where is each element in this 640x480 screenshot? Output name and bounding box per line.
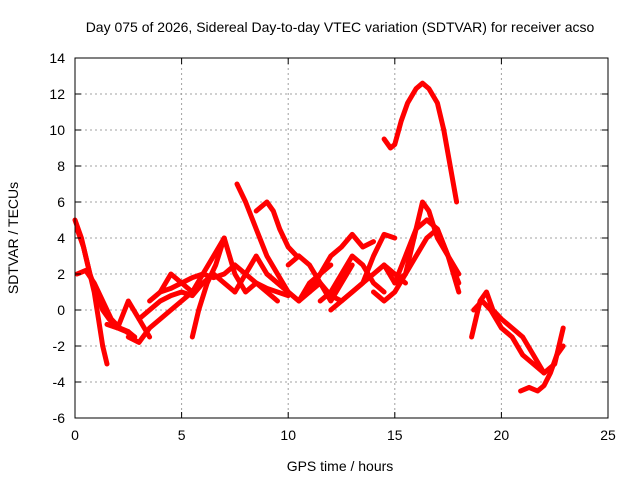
series-arc-9 [189,235,280,340]
series-arc-8 [157,262,291,299]
y-tick-label: -4 [53,374,66,390]
series-arc-2 [74,226,138,340]
y-tick-label: 12 [49,86,65,102]
y-tick-label: 8 [57,158,65,174]
x-tick-label: 20 [494,427,510,443]
y-tick-label: 0 [57,302,65,318]
series-arc-12 [253,199,300,259]
series-arc-25 [518,343,566,394]
x-tick-label: 0 [71,427,79,443]
series-arc-18 [349,231,398,295]
grid [75,58,608,418]
series-arc-15 [307,231,376,295]
series-arc-23 [469,289,566,376]
series-arc-16 [317,253,387,304]
series-arc-22 [381,80,460,205]
series-arc-14 [285,253,355,304]
y-tick-label: 2 [57,266,65,282]
chart-title: Day 075 of 2026, Sidereal Day-to-day VTE… [86,19,595,35]
y-tick-label: 6 [57,194,65,210]
axis-ticks: 0 5 10 15 20 25 -6 -4 -2 0 2 4 6 8 10 12 14 [49,50,616,443]
y-tick-label: 14 [49,50,65,66]
x-axis-label: GPS time / hours [287,458,394,474]
y-tick-label: 10 [49,122,65,138]
series-arc-17 [328,262,408,313]
x-tick-label: 10 [280,427,296,443]
series-arc-21 [392,199,462,286]
x-tick-label: 5 [178,427,186,443]
plot-area [72,80,566,394]
x-tick-label: 25 [600,427,616,443]
y-tick-label: 4 [57,230,65,246]
y-tick-label: -2 [53,338,66,354]
series-arc-24 [471,298,547,376]
y-tick-label: -6 [53,410,66,426]
series-arc-6 [136,271,238,322]
x-tick-label: 15 [387,427,403,443]
series-arc-4 [104,298,153,340]
series-arc-3 [74,267,138,340]
series-arc-10 [234,181,291,295]
y-axis-label: SDTVAR / TECUs [5,182,21,294]
